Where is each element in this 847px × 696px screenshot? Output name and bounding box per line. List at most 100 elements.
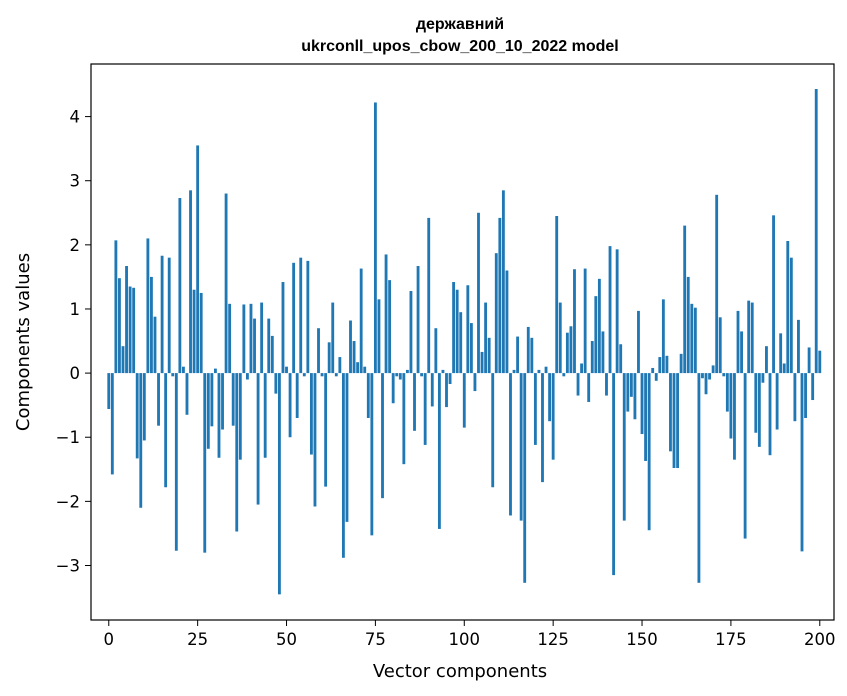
bar-34	[228, 303, 232, 374]
bar-146	[626, 373, 630, 412]
bar-40	[249, 303, 253, 374]
bar-24	[192, 289, 196, 374]
bar-200	[818, 350, 822, 374]
bar-136	[590, 341, 594, 374]
bar-143	[615, 249, 619, 374]
bar-65	[338, 357, 342, 374]
bar-194	[797, 319, 800, 374]
bar-86	[413, 373, 416, 431]
bar-141	[608, 246, 612, 374]
bar-112	[505, 270, 509, 374]
bar-179	[743, 373, 747, 539]
bar-94	[441, 369, 445, 374]
bar-10	[142, 373, 146, 441]
bar-142	[612, 373, 616, 576]
bar-181	[750, 302, 754, 374]
bar-198	[811, 373, 815, 401]
bar-13	[153, 316, 157, 374]
y-tick-label: −2	[56, 492, 80, 511]
bar-119	[530, 337, 534, 374]
bar-64	[334, 373, 338, 377]
bar-111	[501, 190, 505, 374]
bar-16	[164, 373, 168, 488]
bar-184	[761, 373, 765, 383]
bar-0	[107, 373, 111, 410]
bar-164	[690, 303, 694, 374]
bar-97	[452, 282, 456, 374]
bar-134	[583, 268, 587, 374]
bar-82	[398, 373, 402, 380]
bar-132	[576, 373, 580, 396]
bar-153	[651, 367, 655, 374]
bar-66	[341, 373, 345, 558]
bar-80	[391, 373, 395, 404]
bar-175	[729, 373, 733, 439]
bar-43	[260, 302, 264, 374]
x-tick-label: 175	[715, 630, 747, 649]
bar-116	[519, 373, 523, 521]
bar-21	[182, 366, 185, 374]
bar-58	[313, 373, 317, 507]
bar-37	[238, 373, 242, 460]
chart-title-line2: ukrconll_upos_cbow_200_10_2022 model	[301, 38, 618, 55]
bar-12	[150, 276, 153, 374]
bar-84	[405, 369, 409, 374]
x-axis-ticks: 0 25 50 75 100 125 150 175 200	[104, 620, 836, 649]
bar-78	[384, 254, 388, 374]
bar-176	[733, 373, 736, 460]
bar-104	[477, 212, 480, 374]
bar-49	[281, 282, 285, 374]
bar-170	[711, 365, 715, 374]
bar-102	[469, 323, 473, 374]
bar-150	[640, 373, 644, 435]
bar-36	[235, 373, 239, 532]
bar-197	[807, 347, 811, 374]
bar-52	[292, 262, 296, 374]
bar-110	[498, 217, 502, 374]
x-tick-label: 150	[626, 630, 658, 649]
bar-167	[701, 373, 704, 379]
bar-57	[309, 373, 313, 455]
bar-174	[725, 373, 729, 412]
y-axis-ticks: −3 −2 −1 0 1 2 3 4	[56, 108, 91, 575]
bar-81	[395, 373, 399, 377]
bar-99	[459, 312, 463, 374]
bar-133	[580, 363, 584, 374]
bar-33	[224, 193, 228, 374]
bar-15	[160, 255, 164, 374]
bar-73	[366, 373, 370, 418]
bar-160	[676, 373, 679, 469]
bar-187	[772, 215, 775, 374]
chart-title-line1: державний	[416, 16, 504, 33]
bar-77	[381, 373, 384, 499]
bar-56	[306, 260, 310, 374]
bar-158	[669, 373, 672, 452]
bar-59	[317, 328, 320, 374]
bar-123	[544, 366, 548, 374]
bar-108	[491, 373, 495, 488]
bar-166	[697, 373, 701, 583]
bar-126	[555, 215, 559, 374]
bar-109	[494, 253, 498, 374]
bar-11	[146, 238, 150, 374]
bar-135	[587, 373, 591, 402]
bar-137	[594, 296, 598, 374]
bar-96	[448, 373, 452, 384]
bar-122	[541, 373, 544, 483]
bar-1	[110, 373, 114, 475]
bar-159	[672, 373, 676, 469]
x-tick-label: 200	[804, 630, 836, 649]
bar-88	[420, 373, 424, 377]
bar-60	[320, 373, 324, 377]
bar-67	[345, 373, 349, 522]
bar-14	[157, 373, 160, 426]
bar-79	[388, 280, 392, 374]
bar-68	[349, 320, 352, 374]
bar-199	[814, 89, 818, 374]
bar-63	[331, 302, 335, 374]
bar-51	[288, 373, 292, 438]
y-tick-label: 4	[70, 108, 81, 127]
bar-48	[277, 373, 281, 595]
bar-192	[789, 257, 793, 374]
